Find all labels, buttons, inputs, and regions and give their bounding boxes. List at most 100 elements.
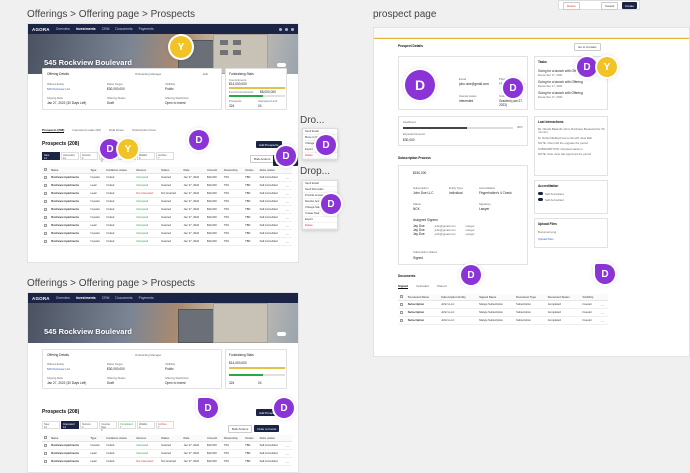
table-row[interactable]: Rockview Apartments Investor Invited Intere…: [42, 441, 292, 451]
upload-link[interactable]: Upload Files: [538, 237, 554, 241]
row-checkbox[interactable]: [43, 239, 47, 243]
row-menu-icon[interactable]: ⋯: [284, 189, 292, 199]
column-header[interactable]: Status: [159, 167, 183, 175]
row-checkbox-cell[interactable]: [42, 457, 50, 467]
go-to-contact-button[interactable]: Go to Contact: [574, 43, 601, 51]
tab-uploaded[interactable]: Uploaded: [416, 284, 429, 288]
column-header[interactable]: Date: [182, 435, 206, 443]
column-header[interactable]: Status: [159, 435, 183, 443]
collaborator-avatar-d[interactable]: D: [595, 264, 615, 284]
row-checkbox-cell[interactable]: [42, 237, 50, 247]
column-header[interactable]: Document Type: [514, 294, 547, 302]
column-header[interactable]: [284, 167, 292, 175]
select-all-checkbox[interactable]: [399, 295, 403, 299]
row-checkbox[interactable]: [43, 215, 47, 219]
tab-subscription-flow[interactable]: Subscription Flow: [132, 128, 156, 132]
upload-file[interactable]: Document.png: [538, 230, 557, 234]
create-button[interactable]: Create: [622, 2, 638, 9]
row-checkbox-cell[interactable]: [42, 181, 50, 191]
filter-new[interactable]: New 12: [42, 421, 60, 429]
row-checkbox-cell[interactable]: [42, 205, 50, 215]
nav-item-investments[interactable]: Investments: [75, 296, 96, 300]
column-header[interactable]: Amount: [205, 167, 223, 175]
tab-data-room[interactable]: Data Room: [108, 128, 125, 132]
row-checkbox[interactable]: [43, 451, 47, 455]
row-menu-icon[interactable]: ⋯: [600, 300, 608, 310]
table-row[interactable]: Rockview Apartments Lead Invited Not intere…: [42, 189, 292, 199]
filter-nurture[interactable]: Nurture 2: [80, 421, 98, 429]
nav-item-payments[interactable]: Payments: [138, 27, 154, 31]
add-prospects-button[interactable]: Add Prospects: [256, 141, 282, 148]
table-row[interactable]: Rockview Apartments Investor Invited Intere…: [42, 205, 292, 215]
column-header[interactable]: Name: [49, 435, 89, 443]
column-header[interactable]: Invites: [243, 167, 259, 175]
column-header[interactable]: Interest: [134, 167, 160, 175]
column-header[interactable]: Amount: [205, 435, 223, 443]
row-checkbox[interactable]: [399, 318, 403, 322]
filter-waitlist[interactable]: Waitlist 2: [137, 152, 155, 160]
collaborator-avatar-y[interactable]: Y: [597, 57, 617, 77]
column-header[interactable]: Date: [182, 167, 206, 175]
table-row[interactable]: Rockview Apartments Investor Invited Intere…: [42, 237, 292, 247]
filter-archive[interactable]: Archive 7: [156, 152, 174, 160]
row-checkbox[interactable]: [399, 302, 403, 306]
column-header[interactable]: Type: [88, 167, 105, 175]
nav-item-crm[interactable]: CRM: [101, 27, 110, 31]
row-checkbox-cell[interactable]: [42, 221, 50, 231]
row-menu-icon[interactable]: ⋯: [284, 229, 292, 239]
nav-logo[interactable]: AGORA: [32, 26, 50, 32]
visibility-toggle[interactable]: [277, 332, 286, 336]
row-menu-icon[interactable]: ⋯: [284, 205, 292, 215]
collaborator-avatar-d[interactable]: D: [274, 398, 294, 418]
dropdown-item[interactable]: Change Status: [303, 205, 337, 211]
row-checkbox[interactable]: [43, 183, 47, 187]
column-header[interactable]: Subs status: [258, 167, 285, 175]
column-header[interactable]: Document Name: [406, 294, 440, 302]
row-checkbox-cell[interactable]: [42, 449, 50, 459]
select-all-checkbox[interactable]: [43, 436, 47, 440]
row-checkbox[interactable]: [399, 310, 403, 314]
dropdown-item[interactable]: Create Task: [303, 211, 337, 217]
cancel-button[interactable]: Cancel: [601, 2, 619, 10]
column-header[interactable]: Ownership: [222, 167, 244, 175]
row-checkbox-cell[interactable]: [42, 197, 50, 207]
bulk-actions-button[interactable]: Bulk Actions: [250, 155, 275, 163]
edit-button[interactable]: Edit: [203, 72, 208, 76]
table-row[interactable]: Subscription John's LLC Mango Subscription…: [398, 300, 608, 310]
dropdown-item[interactable]: Delete: [303, 223, 337, 229]
bell-icon[interactable]: [285, 27, 288, 31]
toggle-switch[interactable]: [538, 192, 543, 195]
column-header[interactable]: Invites: [243, 435, 259, 443]
row-menu-icon[interactable]: ⋯: [284, 221, 292, 231]
search-icon[interactable]: [279, 27, 282, 31]
row-menu-icon[interactable]: ⋯: [284, 441, 292, 451]
column-header[interactable]: Interest: [134, 435, 160, 443]
filter-new[interactable]: New 12: [42, 152, 60, 160]
nav-item-documents[interactable]: Documents: [115, 296, 133, 300]
accreditation-item[interactable]: Self Accredited: [545, 192, 564, 196]
dropdown-item[interactable]: Send Email: [303, 129, 337, 135]
row-checkbox-cell[interactable]: [42, 189, 50, 199]
collaborator-avatar-d[interactable]: D: [321, 194, 341, 214]
column-header[interactable]: Ownership: [222, 435, 244, 443]
column-header[interactable]: [42, 435, 50, 443]
row-checkbox-cell[interactable]: [398, 316, 407, 326]
row-menu-icon[interactable]: ⋯: [284, 457, 292, 467]
nav-item-crm[interactable]: CRM: [101, 296, 110, 300]
collaborator-avatar-d[interactable]: D: [198, 398, 218, 418]
table-row[interactable]: Subscription John's LLC Mango Subscription…: [398, 316, 608, 326]
nav-item-investments[interactable]: Investments: [75, 27, 96, 31]
field-value-link[interactable]: 545 Rockview LLC: [47, 87, 71, 91]
row-menu-icon[interactable]: ⋯: [600, 308, 608, 318]
likelihood-slider[interactable]: [403, 127, 513, 129]
column-header[interactable]: [284, 435, 292, 443]
collaborator-avatar-d[interactable]: D: [276, 146, 296, 166]
column-header[interactable]: Subscription Entity: [439, 294, 478, 302]
dropdown-item[interactable]: Revoke Access: [303, 199, 337, 205]
row-checkbox-cell[interactable]: [398, 300, 407, 310]
task-item[interactable]: Going for a launch with Offering December…: [538, 69, 606, 77]
column-header[interactable]: Invitation status: [104, 167, 135, 175]
column-header[interactable]: Visibility: [580, 294, 601, 302]
dropdown-item[interactable]: Send Reminder: [303, 187, 337, 193]
column-header[interactable]: [398, 294, 407, 302]
